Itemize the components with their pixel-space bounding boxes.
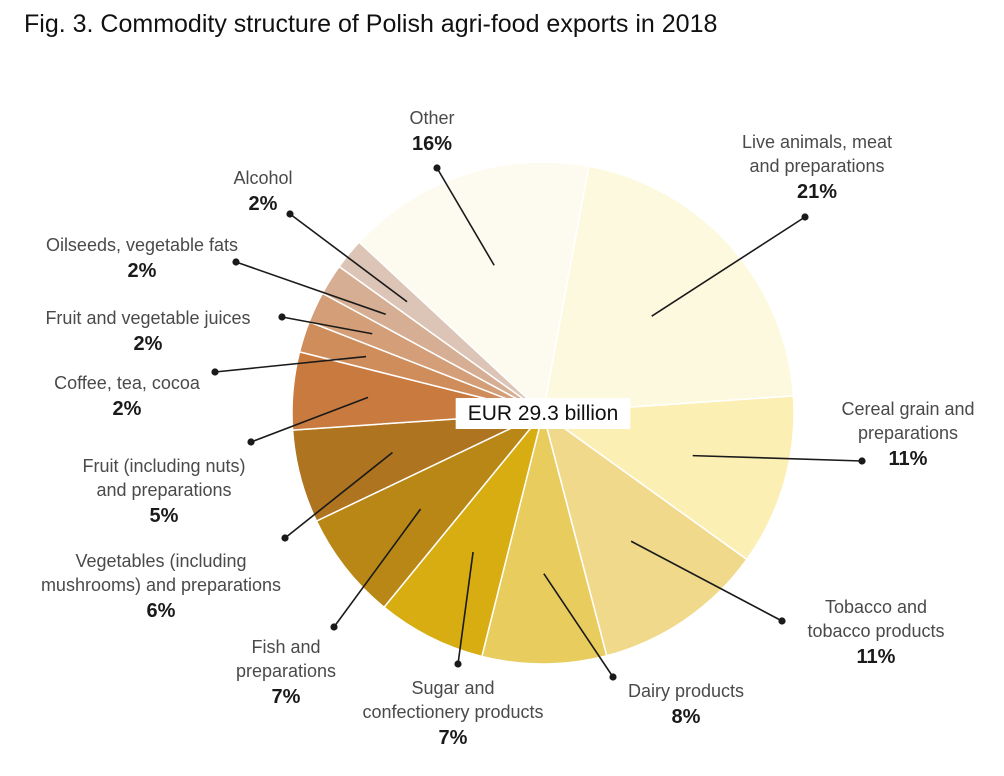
slice-label: Cereal grain and — [841, 399, 974, 419]
leader-line — [250, 396, 369, 443]
leader-line — [214, 355, 367, 373]
leader-dot — [433, 164, 441, 172]
slice-labels: Live animals, meat and preparations 21% Cer… — [41, 108, 975, 749]
leader-dot — [609, 673, 617, 681]
slice-label: Fruit and vegetable juices — [45, 308, 250, 328]
pie-slice — [315, 412, 544, 609]
data-label: 11% — [857, 646, 896, 668]
slice-label: Alcohol — [233, 168, 292, 188]
data-label: 7% — [272, 686, 301, 708]
pie-slice — [540, 395, 795, 561]
leader-dot — [211, 368, 219, 376]
leader-line — [457, 551, 474, 665]
pie-slice — [480, 412, 608, 665]
pie-slice — [542, 165, 795, 414]
leader-line — [692, 454, 863, 462]
slice-label: Live animals, meat — [742, 132, 892, 152]
leader-line — [289, 213, 408, 303]
leader-dot — [778, 617, 786, 625]
slice-label: preparations — [858, 423, 958, 443]
leader-line — [235, 261, 386, 316]
leader-line — [436, 167, 495, 266]
pie-slice — [541, 411, 748, 657]
data-label: 6% — [147, 600, 176, 622]
pie-slices — [291, 161, 795, 665]
leader-line — [333, 508, 422, 628]
slice-label: Coffee, tea, cocoa — [54, 373, 201, 393]
center-label: EUR 29.3 billion — [468, 402, 619, 425]
leader-dot — [247, 438, 255, 446]
leader-dot — [454, 660, 462, 668]
slice-label: Oilseeds, vegetable fats — [46, 235, 238, 255]
leader-line — [630, 540, 783, 622]
slice-label: tobacco products — [807, 621, 944, 641]
leader-dot — [858, 457, 866, 465]
center-label-box: EUR 29.3 billion — [455, 398, 631, 429]
leader-line — [651, 216, 806, 317]
data-label: 2% — [249, 193, 278, 215]
data-label: 5% — [150, 505, 179, 527]
leader-line — [281, 316, 373, 335]
data-label: 2% — [134, 333, 163, 355]
leader-dot — [801, 213, 809, 221]
slice-label: Fruit (including nuts) — [82, 456, 245, 476]
slice-label: Dairy products — [628, 681, 744, 701]
chart-title: Fig. 3. Commodity structure of Polish ag… — [24, 10, 718, 38]
slice-label: and preparations — [96, 480, 231, 500]
slice-label: confectionery products — [362, 702, 543, 722]
pie-slice — [358, 161, 590, 415]
slice-label: Sugar and — [411, 678, 494, 698]
slice-label: mushrooms) and preparations — [41, 575, 281, 595]
data-label: 16% — [412, 133, 452, 155]
slice-label: Other — [409, 108, 454, 128]
slice-label: Fish and — [251, 637, 320, 657]
data-label: 7% — [439, 727, 468, 749]
data-label: 2% — [128, 260, 157, 282]
leader-line — [543, 573, 614, 678]
data-label: 8% — [672, 706, 701, 728]
leader-dot — [330, 623, 338, 631]
leader-lines — [211, 164, 866, 681]
leader-dot — [281, 534, 289, 542]
pie-slice — [382, 412, 544, 658]
slice-label: preparations — [236, 661, 336, 681]
leader-dot — [278, 313, 286, 321]
center-label-background — [455, 398, 631, 429]
leader-dot — [286, 210, 294, 218]
data-label: 2% — [113, 398, 142, 420]
data-label: 11% — [889, 448, 928, 470]
slice-label: Tobacco and — [825, 597, 927, 617]
leader-line — [284, 451, 393, 539]
slice-label: Vegetables (including — [75, 551, 246, 571]
leader-dot — [232, 258, 240, 266]
data-label: 21% — [797, 181, 837, 203]
slice-label: and preparations — [749, 156, 884, 176]
